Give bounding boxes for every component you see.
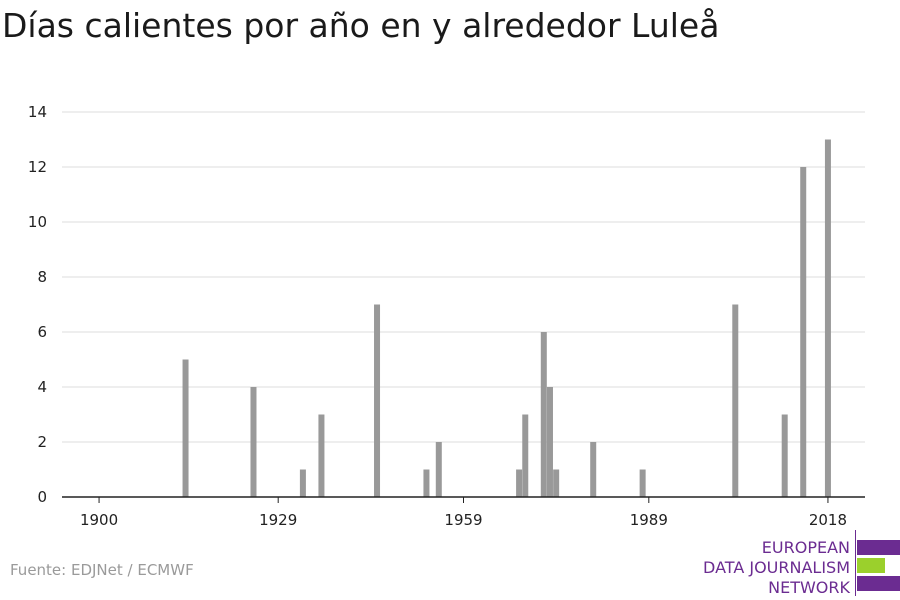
y-tick-label: 12 bbox=[28, 158, 47, 176]
bar bbox=[374, 304, 381, 497]
bar bbox=[318, 414, 325, 497]
bar bbox=[639, 469, 646, 497]
y-tick-label: 8 bbox=[37, 268, 47, 286]
source-note: Fuente: EDJNet / ECMWF bbox=[10, 561, 194, 579]
edjnet-logo: EUROPEAN DATA JOURNALISM NETWORK bbox=[690, 530, 900, 598]
bar bbox=[732, 304, 739, 497]
bar bbox=[516, 469, 523, 497]
bar bbox=[800, 167, 807, 497]
logo-line-2: DATA JOURNALISM bbox=[703, 558, 850, 577]
bar bbox=[299, 469, 306, 497]
bar bbox=[182, 359, 189, 497]
gridlines bbox=[62, 111, 865, 443]
logo-wordmark: EUROPEAN DATA JOURNALISM NETWORK bbox=[703, 538, 850, 598]
y-tick-label: 6 bbox=[37, 323, 47, 341]
y-tick-label: 2 bbox=[37, 433, 47, 451]
x-tick-label: 2018 bbox=[809, 511, 847, 529]
bar bbox=[540, 332, 547, 497]
bar bbox=[522, 414, 529, 497]
y-tick-label: 0 bbox=[37, 488, 47, 506]
bar bbox=[781, 414, 788, 497]
logo-bar-bottom bbox=[857, 576, 900, 591]
bars bbox=[182, 139, 831, 497]
logo-line-1: EUROPEAN bbox=[761, 538, 850, 557]
chart-title: Días calientes por año en y alrededor Lu… bbox=[2, 6, 720, 45]
x-tick-labels: 1900 1929 1959 1989 2018 bbox=[80, 511, 847, 529]
bar bbox=[423, 469, 430, 497]
axes bbox=[62, 496, 865, 503]
bar bbox=[553, 469, 560, 497]
bar bbox=[435, 442, 442, 497]
x-tick-label: 1989 bbox=[630, 511, 668, 529]
x-tick-label: 1900 bbox=[80, 511, 118, 529]
y-tick-labels: 0 2 4 6 8 10 12 14 bbox=[28, 103, 47, 506]
logo-bar-top bbox=[857, 540, 900, 555]
y-tick-label: 10 bbox=[28, 213, 47, 231]
bar bbox=[824, 139, 831, 497]
logo-bar-middle bbox=[857, 558, 885, 573]
bar bbox=[546, 387, 553, 497]
bar bbox=[590, 442, 597, 497]
logo-divider bbox=[855, 530, 856, 596]
x-tick-label: 1959 bbox=[444, 511, 482, 529]
y-tick-label: 4 bbox=[37, 378, 47, 396]
logo-line-3: NETWORK bbox=[768, 578, 850, 597]
x-tick-label: 1929 bbox=[259, 511, 297, 529]
y-tick-label: 14 bbox=[28, 103, 47, 121]
bar bbox=[250, 387, 257, 497]
